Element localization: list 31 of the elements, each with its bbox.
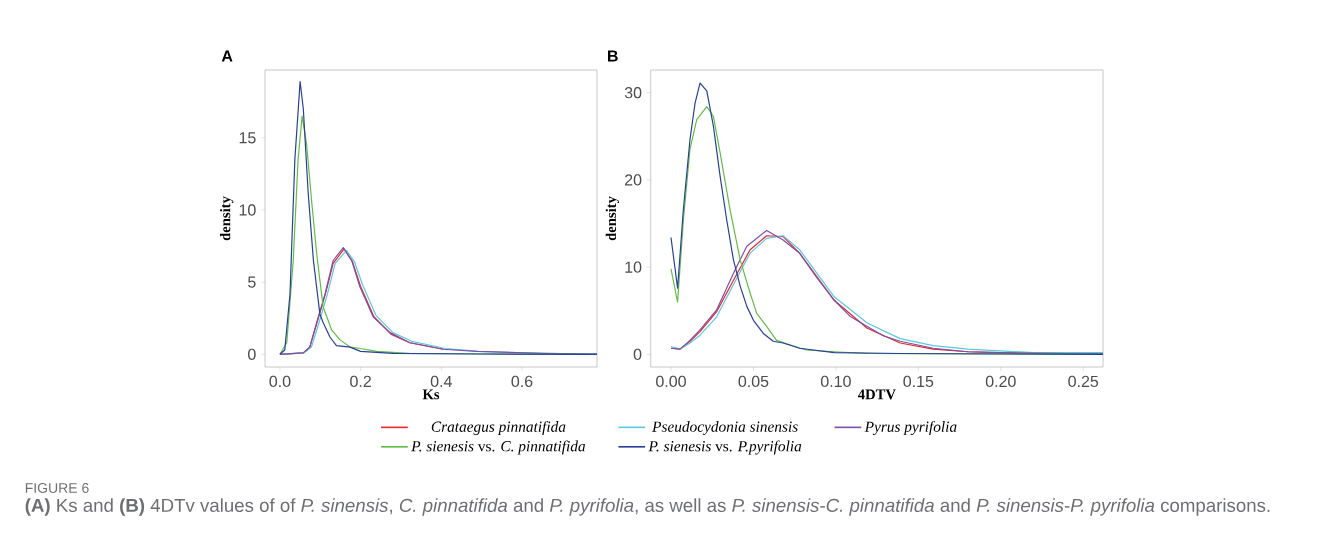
legend-label: Pyrus pyrifolia	[864, 420, 957, 436]
caption: FIGURE 6	[25, 483, 89, 493]
y-tick-label: 0	[248, 348, 256, 360]
x-tick-label: 0.4	[430, 375, 452, 388]
x-tick-label: 0.6	[511, 375, 533, 388]
y-tick-label: 20	[625, 174, 642, 186]
x-tick-label: 0.2	[350, 375, 371, 388]
x-tick-label: 0.10	[820, 375, 851, 388]
y-axis-title: density	[605, 196, 620, 241]
legend-label: P. sienesis vs. C. pinnatifida	[411, 440, 586, 455]
y-axis-title: density	[220, 196, 234, 241]
y-tick-label: 10	[625, 261, 642, 273]
y-tick-label: 10	[239, 204, 256, 216]
x-axis-title: 4DTV	[857, 389, 896, 400]
text: (A) Ks and (B) 4DTv values of of P. sinensis, C. pinnatifida and P. pyrifolia, as well as P. sinensis-C. pinnatifida and P. sinensis-P. pyrifolia comparisons.	[25, 498, 1270, 516]
x-axis-title: Ks	[422, 389, 440, 400]
y-tick-label: 5	[248, 276, 256, 288]
y-tick-label: 15	[239, 132, 256, 144]
x-tick-label: 0.00	[656, 375, 686, 388]
chart-title: A	[221, 50, 233, 62]
legend-label: Crataegus pinnatifida	[431, 420, 566, 436]
x-tick-label: 0.15	[903, 375, 934, 388]
x-tick-label: 0.0	[269, 375, 291, 388]
x-tick-label: 0.20	[985, 375, 1016, 388]
y-tick-label: 0	[633, 348, 642, 361]
x-tick-label: 0.25	[1068, 375, 1099, 388]
chart-title: B	[608, 50, 618, 62]
y-tick-label: 30	[624, 87, 642, 99]
legend-label: Pseudocydonia sinensis	[652, 421, 798, 435]
legend-label: P. sienesis vs. P.pyrifolia	[648, 440, 802, 455]
x-tick-label: 0.05	[738, 375, 769, 388]
